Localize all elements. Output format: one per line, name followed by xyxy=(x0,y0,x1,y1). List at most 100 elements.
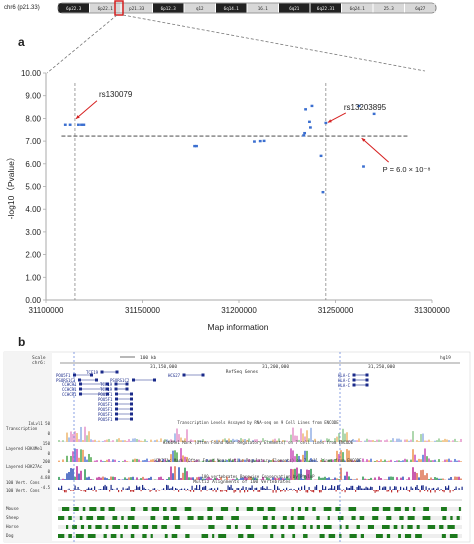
signal-bar xyxy=(110,476,112,480)
signal-bar xyxy=(436,477,438,480)
signal-bar xyxy=(280,459,282,462)
alignment-block xyxy=(86,516,94,520)
signal-bar xyxy=(360,441,362,442)
alignment-block xyxy=(62,507,70,511)
conservation-bar xyxy=(260,487,262,490)
ideogram-band-label: 6q21 xyxy=(289,6,300,11)
conservation-bar xyxy=(178,490,180,492)
conservation-bar xyxy=(184,488,186,490)
signal-bar xyxy=(448,458,450,462)
signal-bar xyxy=(340,450,342,462)
conservation-bar xyxy=(74,485,76,490)
conservation-bar xyxy=(268,489,270,490)
alignment-block xyxy=(401,525,404,529)
conservation-bar xyxy=(385,486,387,490)
conservation-bar xyxy=(397,490,399,493)
ideogram-bands: 6p22.3 6p22.1 p21.33 6p12.3 q12 6q14.1 16.1 6q2… xyxy=(57,2,437,14)
signal-bar xyxy=(68,471,70,480)
signal-bar xyxy=(292,427,294,442)
conservation-bar xyxy=(290,488,292,490)
signal-bar xyxy=(296,453,298,462)
conservation-bar xyxy=(253,490,255,492)
conservation-bar xyxy=(445,486,447,490)
signal-bar xyxy=(170,439,172,442)
data-point xyxy=(195,144,198,148)
conservation-bar xyxy=(181,488,183,490)
signal-bar xyxy=(148,461,150,462)
signal-bar xyxy=(260,479,262,480)
signal-bar xyxy=(64,479,66,480)
gene-label: POU5F1 xyxy=(98,392,113,397)
conservation-bar xyxy=(373,490,375,491)
signal-bar xyxy=(86,477,88,480)
signal-bar xyxy=(300,469,302,480)
annotation-arrowhead-rs13203895 xyxy=(327,119,332,123)
gene-exon xyxy=(114,387,118,391)
scatter-plot: 0.00 1.00 2.00 3.00 4.00 5.00 6.00 7.00 8.00 9.00… xyxy=(6,69,450,332)
signal-bar xyxy=(444,438,446,442)
conservation-bar xyxy=(454,488,456,490)
signal-bar xyxy=(446,459,448,462)
signal-bar xyxy=(122,479,124,480)
conservation-bar xyxy=(436,488,438,490)
conservation-bar xyxy=(458,488,460,490)
signal-bar xyxy=(156,460,158,462)
alignment-block xyxy=(447,525,455,529)
y-tick-label: 5.00 xyxy=(25,183,41,192)
alignment-block xyxy=(170,507,177,511)
conservation-bar xyxy=(190,490,192,492)
alignment-block xyxy=(162,507,167,511)
conservation-bar xyxy=(371,486,373,490)
signal-bar xyxy=(450,460,452,462)
signal-bar xyxy=(210,478,212,480)
signal-bar xyxy=(146,458,148,462)
alignment-block xyxy=(201,534,209,538)
signal-bar xyxy=(358,438,360,442)
signal-bar xyxy=(282,478,284,480)
signal-bar xyxy=(434,440,436,442)
alignment-block xyxy=(150,516,156,520)
signal-bar xyxy=(218,439,220,442)
signal-bar xyxy=(118,460,120,462)
conservation-bar xyxy=(344,490,346,493)
alignment-block xyxy=(316,525,320,529)
ruler-chrom-label: chr6: xyxy=(32,360,46,366)
conservation-bar xyxy=(337,485,339,490)
conservation-bar xyxy=(442,490,444,492)
ideogram-band-label: 6p12.3 xyxy=(161,6,177,11)
signal-bar xyxy=(196,459,198,462)
alignment-block xyxy=(316,516,320,520)
signal-bar xyxy=(212,458,214,462)
signal-bar xyxy=(224,460,226,462)
data-point xyxy=(262,139,266,143)
conservation-bar xyxy=(103,486,105,490)
alignment-block xyxy=(267,507,276,511)
signal-bar xyxy=(130,477,132,480)
alignment-block xyxy=(290,516,294,520)
alignment-block xyxy=(150,534,153,538)
signal-bar xyxy=(330,479,332,480)
ruler-assembly: hg19 xyxy=(440,355,451,361)
signal-bar xyxy=(66,455,68,462)
gene-exon xyxy=(130,392,133,396)
signal-bar xyxy=(192,461,194,462)
signal-bar xyxy=(242,439,244,442)
signal-bar xyxy=(178,461,180,462)
gene-exon xyxy=(90,373,93,377)
signal-bar xyxy=(242,459,244,462)
conservation-bar xyxy=(152,488,154,490)
signal-bar xyxy=(58,460,60,462)
conservation-bar xyxy=(296,490,298,493)
signal-bar xyxy=(432,479,434,480)
conservation-bar xyxy=(400,486,402,490)
signal-bar xyxy=(108,459,110,462)
signal-bar xyxy=(274,477,276,480)
conservation-bar xyxy=(232,488,234,490)
signal-bar xyxy=(454,438,456,442)
alignment-block xyxy=(87,534,96,538)
signal-bar xyxy=(294,435,296,442)
signal-bar xyxy=(112,476,114,480)
signal-bar xyxy=(256,478,258,480)
signal-bar xyxy=(332,441,334,442)
